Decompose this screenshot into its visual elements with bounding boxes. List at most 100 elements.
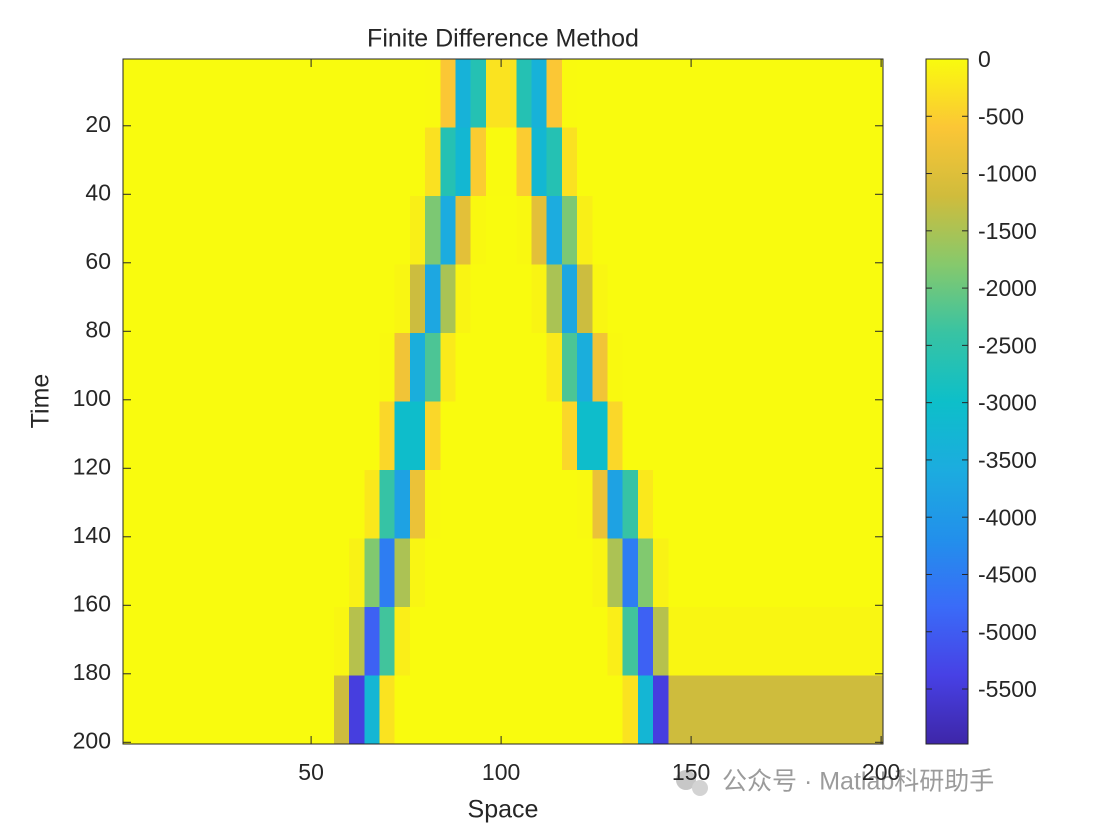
heatmap-cell (409, 333, 426, 402)
heatmap-cell (123, 264, 335, 334)
heatmap-cell (592, 127, 608, 197)
heatmap-cell (592, 264, 608, 334)
heatmap-cell (561, 470, 578, 539)
heatmap-cell (501, 127, 517, 197)
colorbar-tick-label: -5500 (978, 676, 1037, 702)
heatmap-cell (653, 470, 669, 539)
heatmap-cell (516, 607, 532, 676)
heatmap-cell (531, 264, 548, 334)
heatmap-cell (577, 401, 593, 471)
heatmap-cell (455, 401, 472, 471)
heatmap-cell (394, 59, 411, 128)
heatmap-cell (349, 675, 365, 745)
heatmap-cell (668, 607, 884, 676)
heatmap-cell (349, 264, 365, 334)
heatmap-cell (637, 333, 654, 402)
heatmap-cell (409, 470, 426, 539)
heatmap-cell (516, 196, 532, 265)
heatmap-cell (123, 538, 335, 608)
heatmap-cell (637, 470, 654, 539)
heatmap-cell (425, 470, 441, 539)
heatmap-cell (455, 675, 472, 745)
heatmap-cell (653, 59, 669, 128)
heatmap-cell (668, 196, 884, 265)
heatmap-cell (333, 264, 350, 334)
heatmap-cell (561, 196, 578, 265)
heatmap-cell (622, 333, 639, 402)
heatmap-cell (622, 264, 639, 334)
heatmap-cell (440, 127, 456, 197)
colorbar-tick-label: -500 (978, 103, 1024, 129)
heatmap-cell (409, 196, 426, 265)
y-tick-label: 20 (85, 111, 111, 137)
heatmap-cell (531, 59, 548, 128)
heatmap-cell (607, 607, 624, 676)
heatmap-cell (622, 401, 639, 471)
heatmap-cell (349, 333, 365, 402)
heatmap-cell (561, 538, 578, 608)
y-tick-label: 160 (73, 590, 111, 616)
heatmap-cell (668, 333, 884, 402)
heatmap-cell (349, 127, 365, 197)
heatmap-cell (440, 675, 456, 745)
heatmap-cell (394, 538, 411, 608)
heatmap-cell (394, 401, 411, 471)
colorbar-tick-label: -4000 (978, 504, 1037, 530)
heatmap-cell (364, 333, 380, 402)
heatmap-cell (364, 401, 380, 471)
heatmap-cell (440, 264, 456, 334)
heatmap-cell (577, 607, 593, 676)
heatmap-cell (364, 59, 380, 128)
heatmap-cell (546, 675, 563, 745)
heatmap-cell (668, 675, 884, 745)
heatmap-cell (577, 538, 593, 608)
heatmap-cell (440, 196, 456, 265)
heatmap-cell (637, 675, 654, 745)
heatmap-cell (425, 59, 441, 128)
heatmap-cell (607, 127, 624, 197)
colorbar-tick-label: -3500 (978, 447, 1037, 473)
heatmap-cell (531, 196, 548, 265)
heatmap-cell (349, 401, 365, 471)
heatmap-cell (637, 196, 654, 265)
heatmap-cell (333, 401, 350, 471)
heatmap-cell (501, 607, 517, 676)
heatmap-cell (379, 538, 396, 608)
heatmap-cell (668, 538, 884, 608)
heatmap-cell (333, 196, 350, 265)
heatmap-cell (379, 196, 396, 265)
heatmap-cell (425, 538, 441, 608)
heatmap-cell (485, 59, 502, 128)
heatmap-cell (592, 401, 608, 471)
heatmap-cell (364, 538, 380, 608)
colorbar-tick-label: -1500 (978, 218, 1037, 244)
heatmap-cell (394, 264, 411, 334)
colorbar-tick-label: -1000 (978, 161, 1037, 187)
heatmap-cell (546, 264, 563, 334)
heatmap-cell (123, 59, 335, 128)
heatmap-cell (637, 607, 654, 676)
heatmap-cell (622, 127, 639, 197)
watermark-icon (676, 770, 708, 796)
heatmap-cell (485, 127, 502, 197)
heatmap-cell (607, 470, 624, 539)
heatmap-cell (607, 538, 624, 608)
heatmap-cell (455, 196, 472, 265)
heatmap-cell (485, 470, 502, 539)
heatmap-cell (577, 675, 593, 745)
heatmap-cell (394, 333, 411, 402)
colorbar-tick-label: -5000 (978, 619, 1037, 645)
heatmap-cell (394, 607, 411, 676)
heatmap-cell (546, 401, 563, 471)
heatmap-cell (501, 401, 517, 471)
heatmap-cell (668, 127, 884, 197)
y-tick-label: 60 (85, 248, 111, 274)
y-tick-label: 80 (85, 316, 111, 342)
heatmap-cell (561, 607, 578, 676)
axes-box (122, 58, 884, 745)
heatmap-cell (470, 264, 487, 334)
heatmap-cell (531, 607, 548, 676)
heatmap-cell (607, 333, 624, 402)
heatmap-cell (531, 470, 548, 539)
